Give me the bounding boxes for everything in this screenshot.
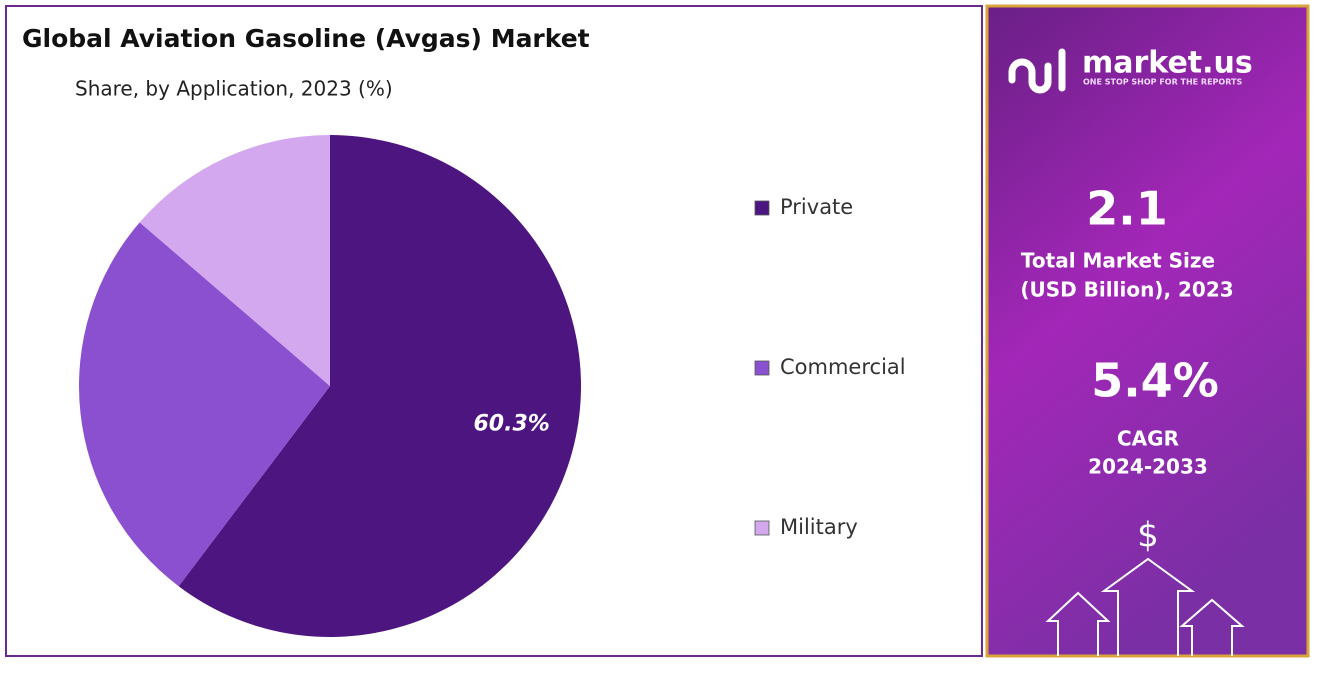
logo-icon: [1008, 48, 1066, 94]
legend-label: Private: [780, 195, 853, 219]
legend-label: Military: [780, 515, 858, 539]
cagr-label: 2024-2033: [1088, 455, 1208, 479]
market-size-label: Total Market Size: [1021, 249, 1215, 273]
pie-slice: [139, 135, 330, 386]
cagr-label: CAGR: [1117, 427, 1179, 451]
legend-swatch: [754, 520, 770, 536]
tagline: ONE STOP SHOP FOR THE REPORTS: [1083, 78, 1242, 87]
data-label: 60.3%: [473, 412, 549, 437]
pie-slice: [78, 222, 330, 587]
legend: Private Commercial Military: [754, 195, 906, 539]
pie-slice: [178, 135, 582, 638]
legend-swatch: [754, 200, 770, 216]
info-panel: [985, 4, 1310, 658]
legend-swatch: [754, 360, 770, 376]
chart-subtitle: Share, by Application, 2023 (%): [75, 77, 393, 101]
chart-title: Global Aviation Gasoline (Avgas) Market: [22, 24, 590, 53]
pie: 60.3%: [78, 135, 582, 638]
logo-text: market.us: [1082, 46, 1253, 81]
cagr: 5.4%: [1091, 354, 1219, 408]
currency-icon: $: [1137, 516, 1159, 556]
market-size-label: (USD Billion), 2023: [1020, 278, 1233, 302]
market-size: 2.1: [1086, 182, 1168, 236]
legend-label: Commercial: [780, 355, 906, 379]
arrows-decoration: [1045, 557, 1245, 656]
